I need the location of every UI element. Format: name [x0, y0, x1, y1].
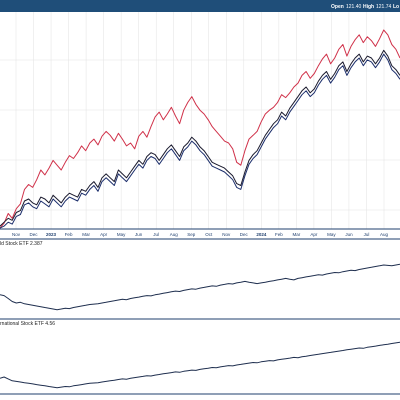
x-tick-label: Jul: [364, 232, 370, 237]
low-label: Lo: [393, 4, 399, 10]
x-tick-label: 2023: [46, 232, 57, 237]
x-tick-label: Nov: [12, 232, 21, 237]
panel2-label: rnational Stock ETF 4.56: [0, 321, 55, 327]
main-grid: [0, 12, 400, 229]
x-tick-label: Dec: [240, 232, 249, 237]
panel1-series-line-0: [0, 263, 400, 311]
open-value: 121.40: [346, 4, 362, 10]
open-label: Open: [331, 4, 344, 10]
panel1-lines: [0, 263, 400, 311]
x-tick-label: Apr: [100, 232, 108, 237]
x-tick-label: Jul: [153, 232, 159, 237]
high-value: 121.74: [376, 4, 392, 10]
main-series-line-0: [0, 29, 400, 229]
x-tick-label: Mar: [82, 232, 90, 237]
x-tick-label: Nov: [222, 232, 231, 237]
high-label: High: [363, 4, 374, 10]
x-tick-label: May: [327, 232, 336, 237]
x-tick-label: Mar: [293, 232, 301, 237]
panel1-label: ld Stock ETF 2.387: [0, 241, 43, 247]
x-tick-label: Jun: [135, 232, 143, 237]
x-tick-label: Aug: [170, 232, 179, 237]
x-tick-label: Aug: [380, 232, 389, 237]
x-axis-labels: Nov Dec 2023 Feb Mar Apr May Jun Jul Aug Sep Oct Nov…: [12, 232, 389, 237]
x-tick-label: May: [117, 232, 126, 237]
x-tick-label: Dec: [30, 232, 39, 237]
header-bar: [0, 0, 400, 12]
x-tick-label: Feb: [65, 232, 73, 237]
main-series-line-2: [0, 49, 400, 227]
panel2-series-line-0: [0, 341, 400, 389]
main-lines: [0, 29, 400, 229]
x-tick-label: Sep: [187, 232, 196, 237]
x-tick-label: Apr: [310, 232, 318, 237]
x-tick-label: Jun: [345, 232, 353, 237]
x-tick-label: Oct: [205, 232, 213, 237]
x-tick-label: Feb: [275, 232, 283, 237]
x-tick-label: 2024: [256, 232, 267, 237]
main-series-line-1: [0, 53, 400, 229]
panel2-lines: [0, 341, 400, 389]
